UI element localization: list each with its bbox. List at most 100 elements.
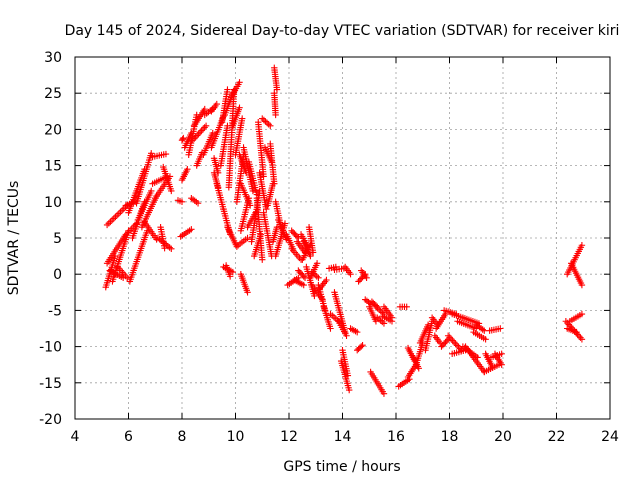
data-point [263,119,271,127]
data-point [112,213,119,221]
data-point [196,129,204,136]
data-point [107,218,114,225]
data-point [263,205,270,213]
y-tick-label: 10 [44,195,62,211]
y-tick-label: 25 [44,86,62,102]
data-point [224,86,231,93]
data-point [452,340,459,347]
data-point [236,79,243,86]
data-point [244,234,251,242]
x-tick-label: 18 [441,429,459,445]
data-point [162,150,170,158]
data-point [198,127,205,134]
data-point [259,115,266,122]
y-tick-label: -20 [39,412,62,428]
data-point [498,361,505,368]
data-point [573,328,580,336]
data-point [281,220,289,227]
data-point [345,386,353,394]
y-tick-label: 30 [44,50,62,66]
data-point [226,273,234,280]
y-tick-label: 0 [53,267,62,283]
y-tick-label: -5 [48,303,62,319]
data-point [450,338,458,346]
data-point [300,281,307,289]
data-point [403,303,410,310]
data-point [168,187,175,195]
x-tick-label: 24 [601,429,619,445]
data-point [272,111,279,119]
x-tick-label: 20 [494,429,512,445]
grid [75,57,610,419]
data-point [110,215,117,222]
data-point [578,310,586,318]
data-point [327,325,334,332]
data-point [213,100,220,108]
data-point [238,115,246,122]
data-point [481,327,488,334]
data-point [188,226,195,233]
data-point [209,129,216,137]
data-point [168,245,175,253]
x-tick-labels: 4 6 8 10 12 14 16 18 20 22 24 [71,429,619,445]
data-point [249,187,257,195]
data-point [388,314,396,321]
data-point [358,343,365,350]
data-point [236,104,243,111]
data-point [444,332,452,339]
y-tick-label: 5 [53,231,62,247]
data-point [166,173,174,180]
data-point [267,122,274,129]
data-point [178,198,186,205]
data-point [309,249,317,256]
x-tick-label: 8 [178,429,187,445]
data-point [323,276,330,284]
data-point [307,252,314,260]
data-point [233,243,241,250]
x-tick-label: 4 [71,429,80,445]
data-point [244,289,251,296]
data-point [311,292,318,300]
y-axis-title: SDTVAR / TECUs [6,181,22,296]
data-point [343,332,350,339]
data-point [123,274,131,282]
y-tick-label: 20 [44,122,62,138]
data-point [201,105,208,113]
data-point [443,337,451,345]
data-point [271,180,278,187]
data-point [415,365,422,372]
x-tick-label: 12 [280,429,298,445]
data-point [194,200,202,207]
data-point [482,336,489,343]
data-point [113,211,121,219]
y-tick-label: 15 [44,159,62,175]
data-point [259,256,266,263]
data-point [148,150,155,157]
data-point [105,220,112,227]
data-point [184,166,191,173]
data-point [497,325,504,332]
data-point [315,274,322,282]
data-point [161,244,168,252]
data-point [103,221,111,229]
data-point [260,173,267,180]
data-point [578,281,586,289]
y-tick-labels: 30 25 20 15 10 5 0 -5 -10 -15 -20 [39,50,62,428]
x-tick-label: 14 [334,429,352,445]
data-point [453,342,461,349]
x-tick-label: 6 [124,429,133,445]
data-point [347,271,354,278]
data-point [489,363,496,371]
data-point [273,86,281,93]
data-point [260,116,268,124]
data-point [578,242,586,249]
data-point [363,274,370,282]
y-tick-label: -15 [39,376,62,392]
data-point [578,336,586,343]
data-point [577,334,584,341]
data-point [199,125,207,133]
x-tick-label: 10 [227,429,245,445]
data-point [118,207,126,214]
data-point [115,210,122,217]
